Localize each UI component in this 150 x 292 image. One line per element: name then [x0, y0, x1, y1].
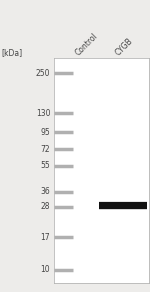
Text: [kDa]: [kDa] [2, 48, 23, 57]
Text: CYGB: CYGB [114, 36, 135, 57]
Text: 130: 130 [36, 109, 50, 118]
Text: 95: 95 [40, 128, 50, 137]
Text: Control: Control [74, 31, 100, 57]
Text: 55: 55 [40, 161, 50, 170]
Text: 10: 10 [41, 265, 50, 274]
Text: 250: 250 [36, 69, 50, 78]
Text: 72: 72 [41, 145, 50, 154]
Text: 28: 28 [41, 202, 50, 211]
Text: 17: 17 [41, 233, 50, 242]
Text: 36: 36 [40, 187, 50, 196]
